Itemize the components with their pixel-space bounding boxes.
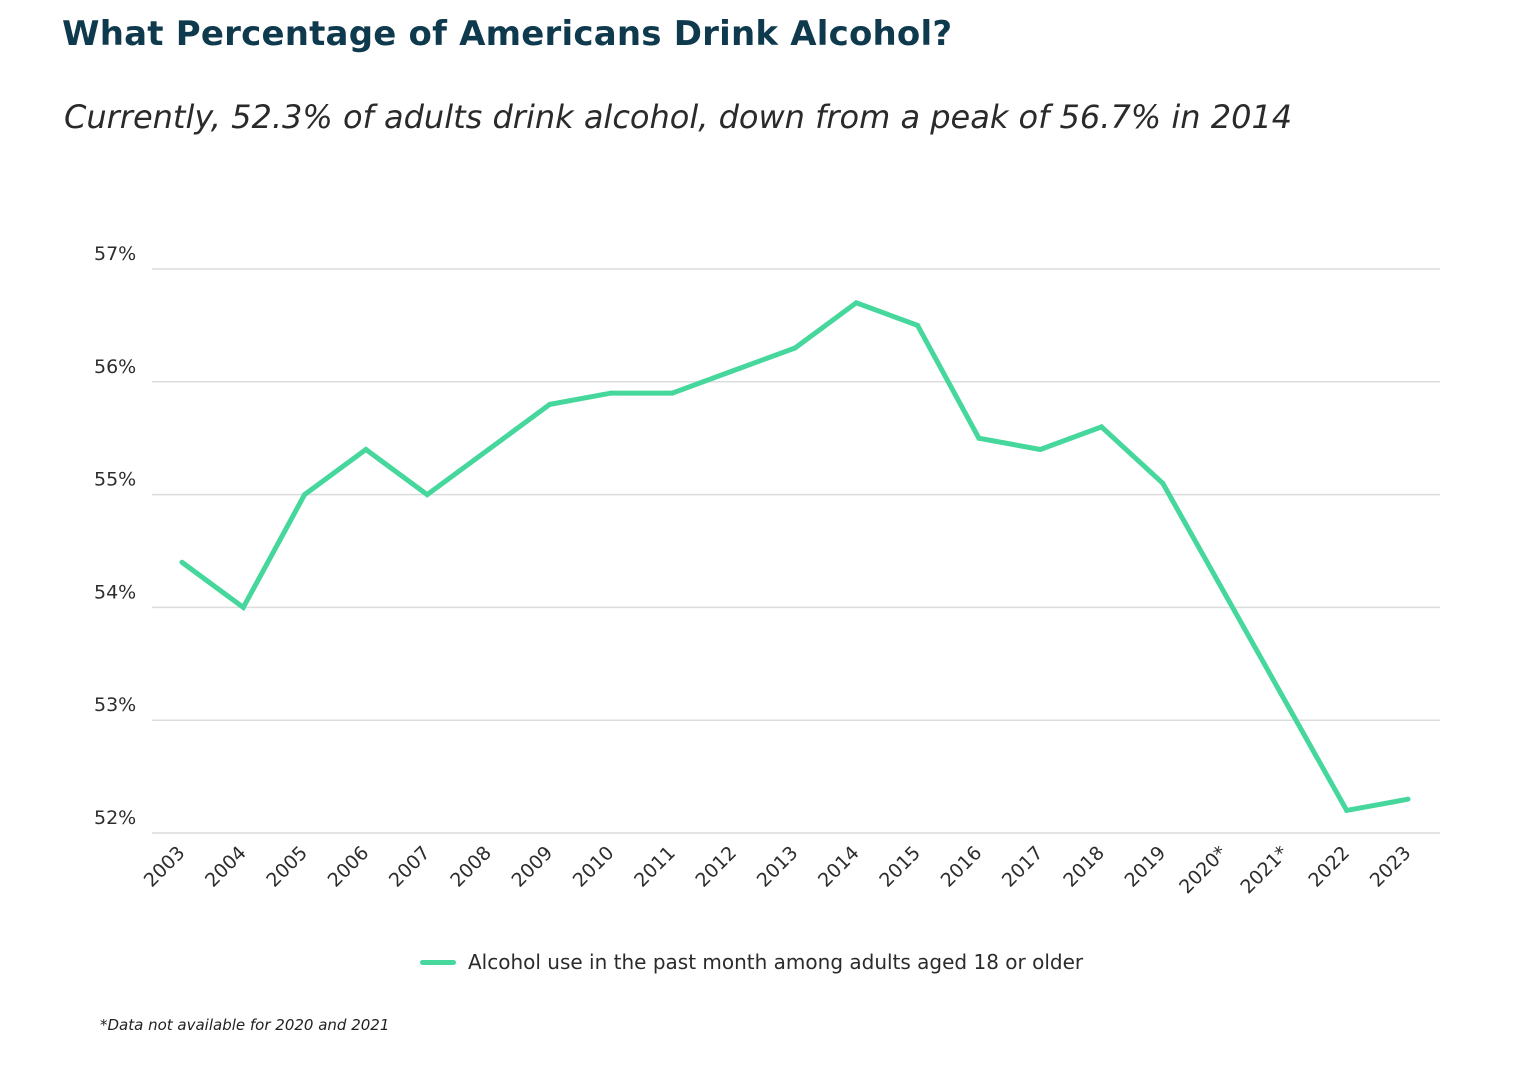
data-point [486, 446, 491, 452]
data-point [363, 446, 369, 452]
x-tick-label: 2011 [630, 842, 680, 892]
x-tick-label: 2022 [1304, 842, 1354, 892]
x-tick-label: 2019 [1120, 842, 1170, 892]
y-axis-ticks: 57% 56% 55% 54% 53% 52% [94, 243, 136, 829]
data-point [608, 390, 614, 396]
footnote: *Data not available for 2020 and 2021 [100, 1016, 390, 1034]
data-point [915, 322, 921, 328]
y-tick-label: 56% [94, 356, 136, 378]
data-point [179, 559, 185, 565]
x-tick-label: 2009 [507, 842, 557, 892]
x-tick-label: 2021* [1236, 842, 1292, 898]
data-point [240, 604, 246, 610]
series-layer [179, 299, 1411, 814]
x-tick-label: 2020* [1175, 842, 1231, 898]
x-tick-label: 2023 [1366, 842, 1416, 892]
data-point [1160, 480, 1166, 486]
chart-title: What Percentage of Americans Drink Alcoh… [62, 14, 953, 54]
y-tick-label: 54% [94, 581, 136, 603]
y-tick-label: 55% [94, 469, 136, 491]
legend-label: Alcohol use in the past month among adul… [468, 950, 1084, 974]
gridlines [152, 268, 1440, 834]
data-point [669, 390, 675, 396]
data-point [853, 300, 859, 306]
x-tick-label: 2017 [998, 842, 1048, 892]
series-line [180, 299, 1409, 814]
data-point [731, 368, 737, 374]
x-tick-label: 2008 [446, 842, 496, 892]
legend-swatch [420, 959, 456, 965]
chart-subtitle: Currently, 52.3% of adults drink alcohol… [64, 98, 1293, 136]
x-tick-label: 2005 [262, 842, 312, 892]
data-point [547, 401, 553, 407]
data-point [792, 345, 798, 351]
x-tick-label: 2014 [814, 842, 864, 892]
y-tick-label: 52% [94, 807, 136, 829]
y-tick-label: 53% [94, 694, 136, 716]
x-tick-label: 2012 [691, 842, 741, 892]
x-tick-label: 2004 [201, 842, 251, 892]
x-tick-label: 2013 [753, 842, 803, 892]
data-point [1344, 807, 1350, 813]
legend: Alcohol use in the past month among adul… [420, 950, 1083, 974]
x-tick-label: 2006 [324, 842, 374, 892]
data-point [1099, 424, 1104, 430]
x-tick-label: 2018 [1059, 842, 1109, 892]
data-point [1405, 796, 1411, 802]
x-tick-label: 2007 [385, 842, 435, 892]
data-point [1037, 446, 1043, 452]
line-chart: 57%56%55%54%53%52% 2003 2004 2005 2006 2007 2… [94, 243, 1440, 898]
data-point [424, 492, 430, 498]
x-tick-label: 2010 [569, 842, 619, 892]
x-tick-label: 2015 [875, 842, 925, 892]
x-tick-label: 2016 [937, 842, 987, 892]
y-tick-label: 57% [94, 243, 136, 265]
data-point [302, 492, 308, 498]
x-axis-ticks: 2003 2004 2005 2006 2007 2008 2009 2010 2011 2012… [140, 842, 1416, 898]
data-point [976, 435, 982, 441]
x-tick-label: 2003 [140, 842, 190, 892]
